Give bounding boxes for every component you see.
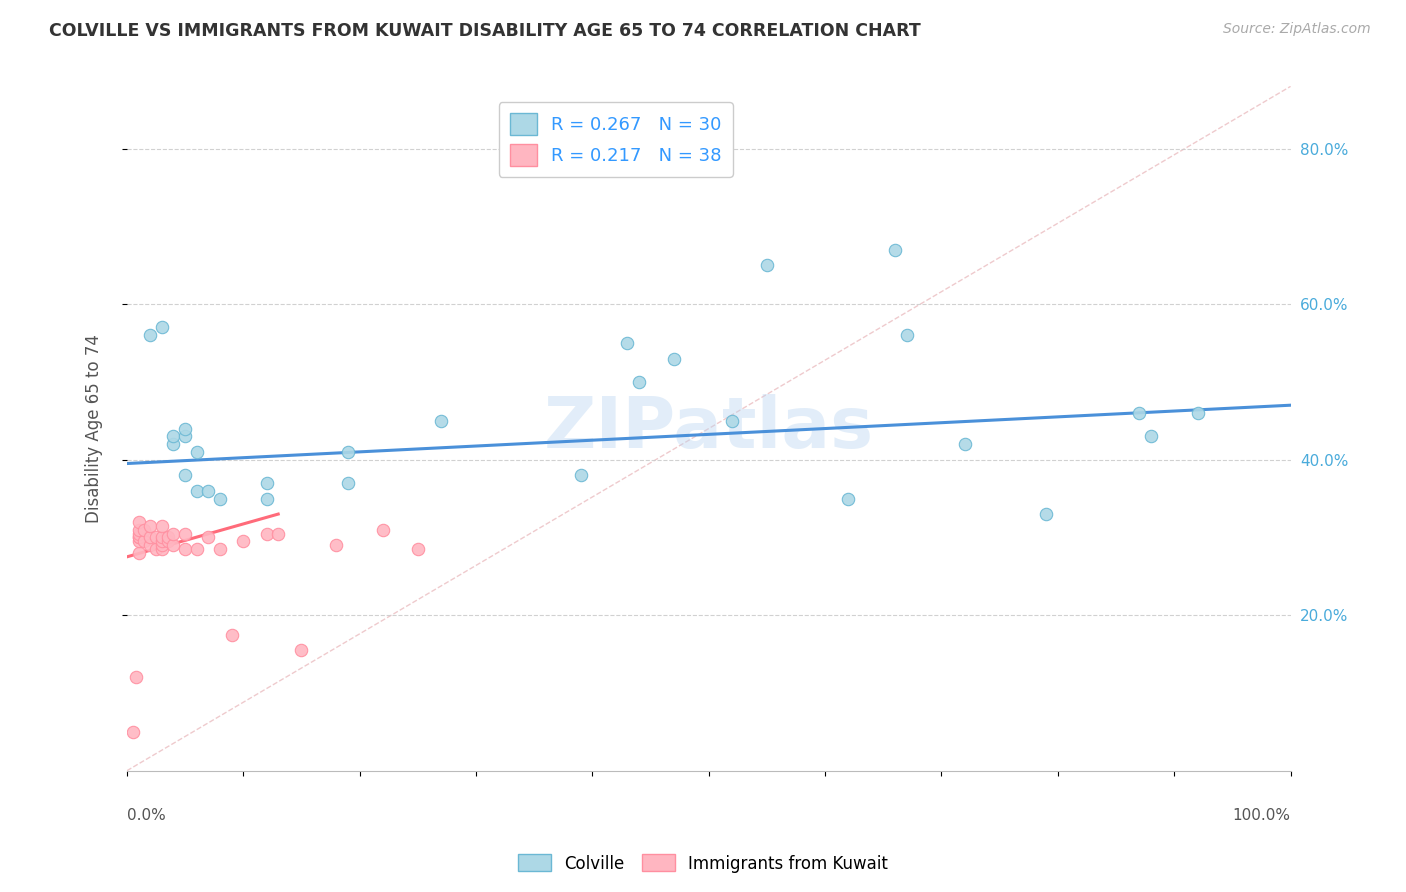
Text: COLVILLE VS IMMIGRANTS FROM KUWAIT DISABILITY AGE 65 TO 74 CORRELATION CHART: COLVILLE VS IMMIGRANTS FROM KUWAIT DISAB… — [49, 22, 921, 40]
Point — [1035, 507, 1057, 521]
Point — [174, 542, 197, 557]
Point — [150, 518, 173, 533]
Point — [337, 445, 360, 459]
Point — [267, 526, 290, 541]
Point — [139, 538, 162, 552]
Point — [139, 328, 162, 343]
Point — [406, 542, 429, 557]
Point — [256, 475, 278, 490]
Point — [162, 429, 184, 443]
Point — [134, 534, 156, 549]
Legend: R = 0.267   N = 30, R = 0.217   N = 38: R = 0.267 N = 30, R = 0.217 N = 38 — [499, 103, 733, 177]
Point — [150, 530, 173, 544]
Text: Source: ZipAtlas.com: Source: ZipAtlas.com — [1223, 22, 1371, 37]
Point — [186, 542, 208, 557]
Text: 100.0%: 100.0% — [1233, 808, 1291, 823]
Point — [1140, 429, 1163, 443]
Point — [150, 538, 173, 552]
Point — [174, 429, 197, 443]
Point — [150, 542, 173, 557]
Point — [174, 468, 197, 483]
Point — [156, 530, 179, 544]
Point — [953, 437, 976, 451]
Point — [128, 526, 150, 541]
Legend: Colville, Immigrants from Kuwait: Colville, Immigrants from Kuwait — [512, 847, 894, 880]
Point — [896, 328, 918, 343]
Point — [755, 258, 778, 272]
Point — [134, 523, 156, 537]
Point — [128, 530, 150, 544]
Point — [569, 468, 592, 483]
Point — [197, 530, 219, 544]
Point — [174, 421, 197, 435]
Point — [174, 526, 197, 541]
Point — [430, 414, 453, 428]
Point — [290, 643, 312, 657]
Point — [145, 530, 167, 544]
Point — [128, 515, 150, 529]
Point — [186, 445, 208, 459]
Point — [128, 523, 150, 537]
Point — [128, 546, 150, 560]
Point — [186, 483, 208, 498]
Point — [884, 243, 907, 257]
Text: ZIPatlas: ZIPatlas — [544, 394, 873, 463]
Point — [371, 523, 394, 537]
Point — [121, 724, 143, 739]
Point — [162, 437, 184, 451]
Point — [162, 538, 184, 552]
Point — [208, 542, 231, 557]
Point — [1187, 406, 1209, 420]
Point — [721, 414, 744, 428]
Point — [150, 534, 173, 549]
Point — [128, 530, 150, 544]
Point — [616, 336, 638, 351]
Point — [125, 670, 148, 684]
Point — [162, 526, 184, 541]
Point — [256, 491, 278, 506]
Text: 0.0%: 0.0% — [127, 808, 166, 823]
Point — [156, 534, 179, 549]
Y-axis label: Disability Age 65 to 74: Disability Age 65 to 74 — [86, 334, 103, 523]
Point — [208, 491, 231, 506]
Point — [145, 542, 167, 557]
Point — [337, 475, 360, 490]
Point — [256, 526, 278, 541]
Point — [128, 534, 150, 549]
Point — [221, 627, 243, 641]
Point — [232, 534, 254, 549]
Point — [325, 538, 347, 552]
Point — [139, 518, 162, 533]
Point — [1128, 406, 1150, 420]
Point — [139, 530, 162, 544]
Point — [837, 491, 859, 506]
Point — [662, 351, 685, 366]
Point — [150, 320, 173, 334]
Point — [197, 483, 219, 498]
Point — [627, 375, 650, 389]
